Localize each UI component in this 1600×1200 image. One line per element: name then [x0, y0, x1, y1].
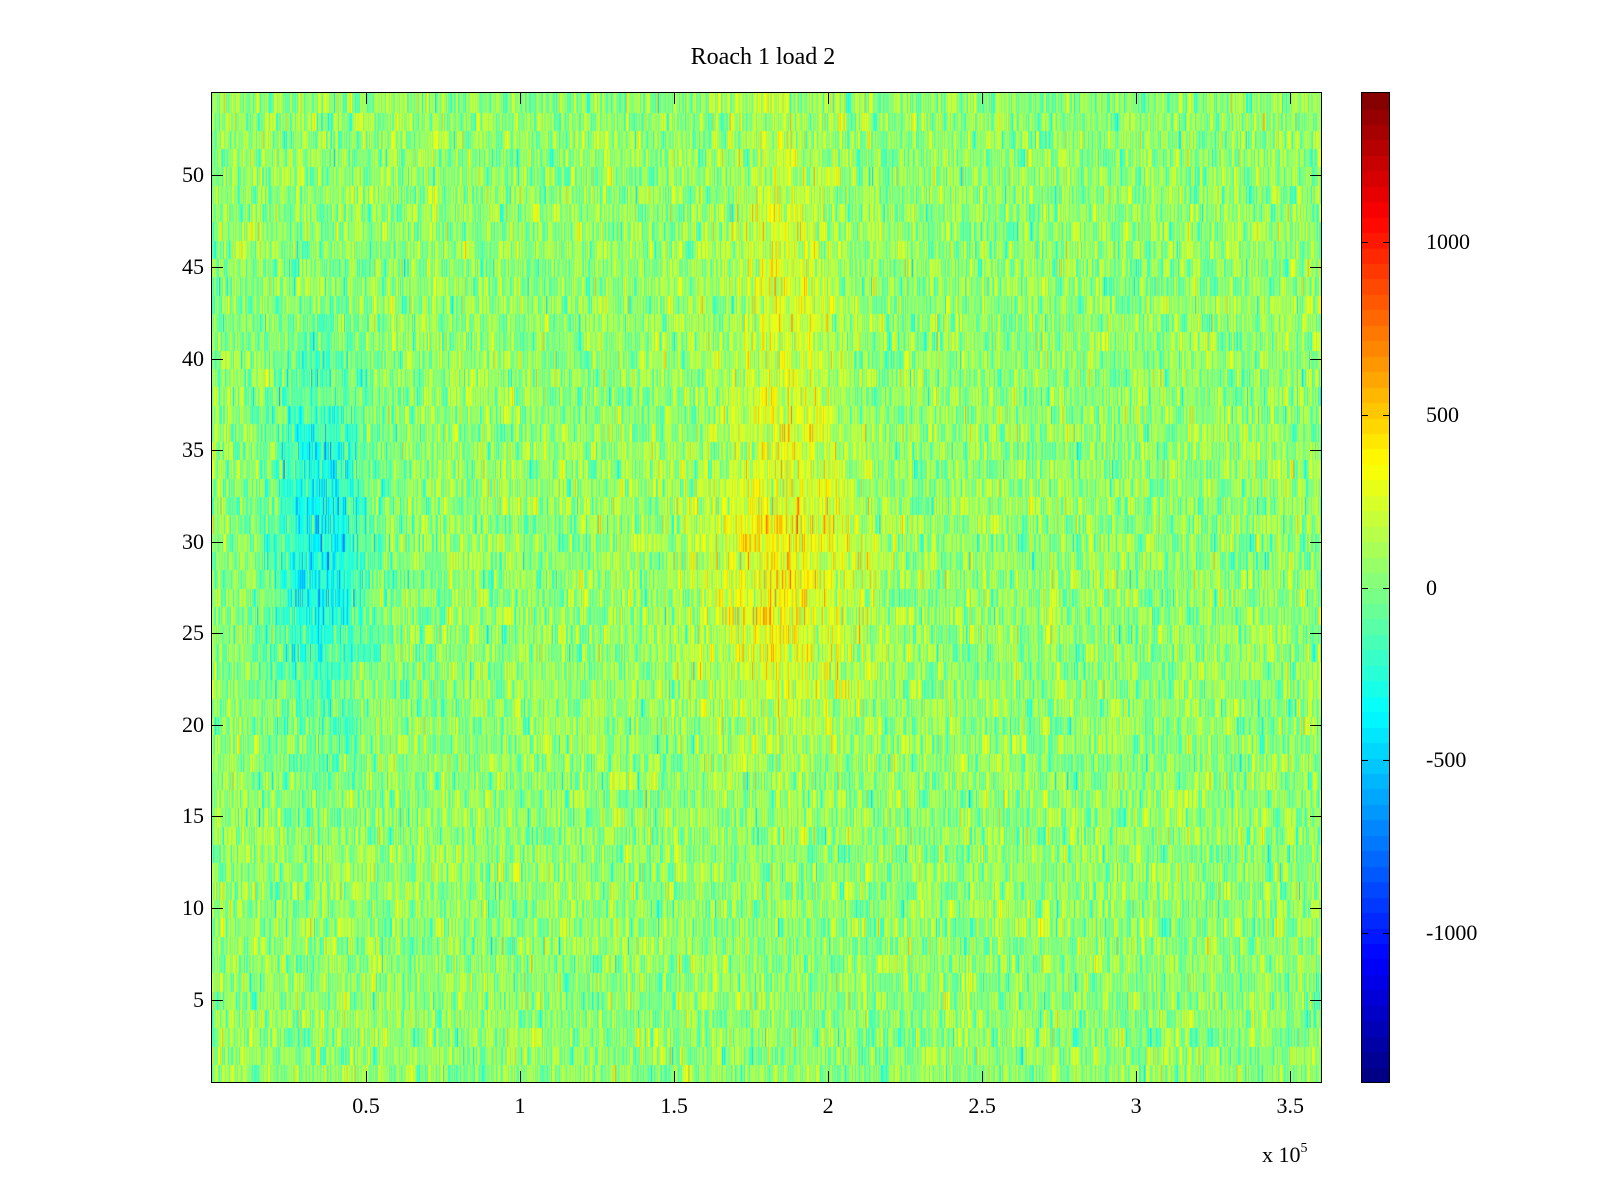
colorbar-tick-mark [1362, 241, 1368, 243]
y-tick-mark [212, 175, 223, 177]
colorbar-tick-label: -500 [1426, 747, 1467, 773]
y-tick-mark [212, 908, 223, 909]
y-tick-label: 20 [182, 711, 204, 737]
colorbar-tick-mark [1362, 760, 1368, 762]
plot-area-frame [211, 92, 1322, 1083]
colorbar-tick-label: 1000 [1426, 228, 1470, 254]
y-tick-mark [212, 450, 223, 452]
x-tick-label: 1 [514, 1093, 526, 1118]
y-tick-mark [212, 724, 223, 726]
y-tick-label: 5 [193, 986, 204, 1012]
y-tick-label: 50 [182, 162, 204, 188]
x-tick-label: 2.5 [968, 1093, 996, 1118]
y-tick-mark [212, 633, 223, 635]
y-tick-mark-right [1310, 541, 1321, 543]
x-tick-mark [1136, 1071, 1138, 1082]
x-axis-multiplier-exponent: 5 [1300, 1140, 1308, 1156]
x-tick-label: 0.5 [352, 1093, 380, 1118]
x-tick-mark [1290, 1071, 1292, 1082]
colorbar-frame [1361, 92, 1390, 1083]
colorbar-tick-mark-right [1383, 414, 1389, 416]
x-tick-mark-top [674, 93, 676, 104]
x-tick-mark-top [1136, 93, 1138, 104]
x-tick-mark-top [828, 93, 830, 104]
x-tick-label: 2 [822, 1093, 834, 1118]
y-tick-mark-right [1310, 358, 1321, 360]
x-tick-label: 3 [1130, 1093, 1142, 1118]
chart-title: Roach 1 load 2 [690, 44, 836, 70]
x-tick-mark [366, 1071, 368, 1082]
x-tick-mark [828, 1071, 830, 1082]
colorbar-tick-mark-right [1383, 241, 1389, 243]
y-tick-label: 10 [182, 895, 204, 920]
colorbar-tick-label: 500 [1426, 401, 1459, 427]
colorbar-tick-label: 0 [1426, 574, 1437, 600]
y-tick-mark-right [1310, 266, 1321, 268]
x-tick-label: 3.5 [1276, 1093, 1304, 1118]
y-tick-label: 40 [182, 345, 204, 371]
y-tick-label: 35 [182, 437, 204, 463]
x-axis-multiplier-text: x 10 [1262, 1142, 1301, 1167]
y-tick-label: 15 [182, 803, 204, 829]
x-tick-mark-top [982, 93, 984, 104]
y-tick-mark [212, 999, 223, 1001]
colorbar-tick-mark-right [1383, 587, 1389, 589]
colorbar-tick-mark [1362, 933, 1368, 935]
y-tick-mark-right [1310, 999, 1321, 1001]
heatmap-image [212, 93, 1321, 1082]
x-tick-mark [520, 1071, 522, 1082]
y-tick-mark [212, 358, 223, 360]
y-tick-mark [212, 816, 223, 818]
x-tick-label: 1.5 [660, 1093, 688, 1118]
y-tick-mark-right [1310, 633, 1321, 635]
x-tick-mark [674, 1071, 676, 1082]
y-tick-mark-right [1310, 175, 1321, 177]
y-tick-label: 25 [182, 620, 204, 646]
colorbar-tick-mark-right [1383, 760, 1389, 762]
y-tick-label: 45 [182, 253, 204, 279]
y-tick-label: 30 [182, 528, 204, 554]
colorbar-tick-label: -1000 [1426, 920, 1478, 946]
y-tick-mark-right [1310, 816, 1321, 818]
y-tick-mark-right [1310, 724, 1321, 726]
x-axis-multiplier: x 105 [1262, 1140, 1308, 1168]
x-tick-mark-top [1290, 93, 1292, 104]
colorbar-tick-mark-right [1383, 933, 1389, 935]
y-tick-mark [212, 541, 223, 543]
colorbar-tick-mark [1362, 414, 1368, 416]
colorbar-tick-mark [1362, 587, 1368, 589]
x-tick-mark [982, 1071, 984, 1082]
y-tick-mark-right [1310, 450, 1321, 452]
x-tick-mark-top [520, 93, 522, 104]
y-tick-mark-right [1310, 908, 1321, 909]
y-tick-mark [212, 266, 223, 268]
x-tick-mark-top [366, 93, 368, 104]
